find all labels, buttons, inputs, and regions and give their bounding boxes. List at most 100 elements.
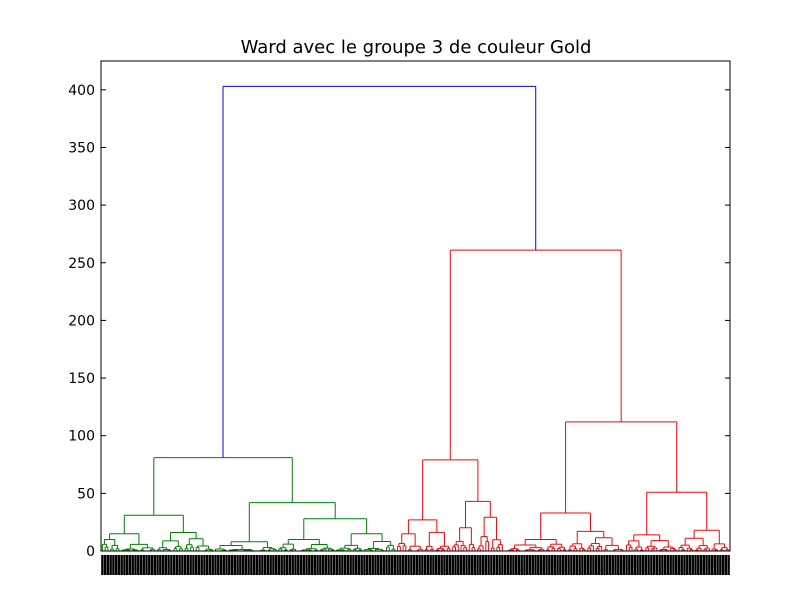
plot-frame (100, 60, 731, 552)
leaf-label-mark (514, 555, 518, 575)
leaf-label-mark (225, 555, 228, 575)
leaf-label-mark (702, 555, 705, 575)
leaf-label-mark (705, 555, 708, 575)
leaf-label-mark (114, 555, 118, 575)
leaf-label-mark (644, 555, 648, 575)
y-tick-label: 150 (68, 371, 95, 387)
leaf-label-mark (699, 555, 703, 575)
leaf-label-mark (457, 555, 460, 575)
leaf-label-mark (553, 555, 557, 575)
leaf-label-mark (217, 555, 220, 575)
leaf-label-mark (145, 555, 148, 575)
leaf-label-mark (594, 555, 598, 575)
leaf-label-mark (302, 555, 305, 575)
leaf-label-mark (354, 555, 358, 575)
leaf-label-mark (261, 555, 264, 575)
leaf-label-mark (512, 555, 515, 575)
leaf-label-mark (280, 555, 283, 575)
leaf-label-mark (484, 555, 488, 575)
leaf-label-mark (545, 555, 548, 575)
leaf-label-mark (250, 555, 253, 575)
leaf-label-mark (396, 555, 399, 575)
leaf-label-mark (126, 555, 129, 575)
y-tick-label: 200 (68, 313, 95, 329)
leaf-label-mark (559, 555, 562, 575)
leaf-label-mark (407, 555, 410, 575)
leaf-label-mark (592, 555, 595, 575)
leaf-label-mark (324, 555, 328, 575)
leaf-label-mark (434, 555, 438, 575)
dendrogram-links (101, 85, 730, 552)
leaf-label-mark (192, 555, 195, 575)
leaf-label-mark (691, 555, 694, 575)
leaf-label-mark (583, 555, 587, 575)
leaf-label-mark (636, 555, 639, 575)
leaf-label-mark (233, 555, 237, 575)
leaf-label-mark (363, 555, 366, 575)
leaf-label-mark (578, 555, 581, 575)
leaf-label-mark (366, 555, 369, 575)
leaf-label-mark (564, 555, 568, 575)
y-tick-label: 350 (68, 140, 95, 156)
leaf-label-mark (161, 555, 165, 575)
leaf-label-mark (332, 555, 336, 575)
leaf-label-mark (117, 555, 121, 575)
leaf-label-mark (120, 555, 123, 575)
leaf-label-mark (283, 555, 286, 575)
leaf-label-mark (263, 555, 267, 575)
leaf-label-mark (614, 555, 617, 575)
leaf-label-mark (719, 555, 722, 575)
leaf-label-mark (412, 555, 416, 575)
leaf-label-mark (341, 555, 344, 575)
leaf-label-mark (675, 555, 678, 575)
leaf-label-mark (567, 555, 570, 575)
leaf-label-mark (561, 555, 565, 575)
leaf-label-mark (421, 555, 424, 575)
leaf-label-mark (652, 555, 656, 575)
leaf-label-mark (203, 555, 206, 575)
leaf-label-mark (252, 555, 256, 575)
leaf-label-mark (371, 555, 374, 575)
leaf-label-mark (462, 555, 465, 575)
leaf-label-mark (503, 555, 507, 575)
leaf-label-mark (446, 555, 449, 575)
leaf-label-mark (183, 555, 187, 575)
leaf-label-mark (200, 555, 203, 575)
leaf-label-mark (537, 555, 540, 575)
leaf-label-mark (305, 555, 308, 575)
leaf-label-mark (575, 555, 579, 575)
leaf-label-mark (465, 555, 468, 575)
leaf-label-mark (330, 555, 333, 575)
leaf-label-mark (159, 555, 162, 575)
leaf-label-mark (597, 555, 601, 575)
leaf-label-mark (683, 555, 686, 575)
leaf-label-mark (321, 555, 325, 575)
leaf-label-mark (721, 555, 725, 575)
leaf-label-mark (492, 555, 496, 575)
leaf-label-mark (625, 555, 628, 575)
leaf-label-mark (206, 555, 209, 575)
leaf-label-mark (164, 555, 168, 575)
leaf-label-mark (724, 555, 728, 575)
leaf-label-mark (308, 555, 311, 575)
leaf-label-mark (426, 555, 430, 575)
leaf-label-mark (473, 555, 477, 575)
leaf-label-mark (506, 555, 510, 575)
y-tick-label: 400 (68, 83, 95, 99)
leaf-label-mark (338, 555, 341, 575)
leaf-label-mark (716, 555, 719, 575)
leaf-label-mark (219, 555, 223, 575)
leaf-label-mark (128, 555, 132, 575)
leaf-label-mark (172, 555, 176, 575)
leaf-label-mark (600, 555, 603, 575)
leaf-label-mark (399, 555, 402, 575)
leaf-label-mark (313, 555, 317, 575)
leaf-label-mark (451, 555, 454, 575)
y-tick-label: 100 (68, 429, 95, 445)
leaf-label-mark (291, 555, 294, 575)
leaf-label-mark (470, 555, 474, 575)
leaf-label-mark (368, 555, 372, 575)
leaf-label-mark (288, 555, 292, 575)
leaf-label-mark (178, 555, 181, 575)
